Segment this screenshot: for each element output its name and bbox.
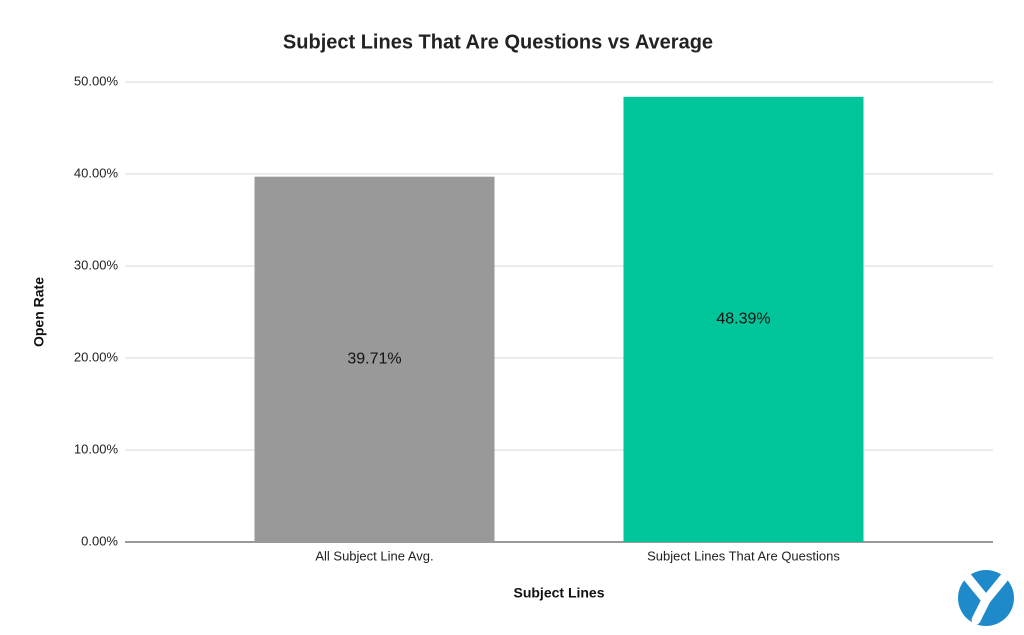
x-axis-title: Subject Lines	[513, 585, 604, 601]
bar	[623, 96, 864, 542]
y-tick-label: 0.00%	[81, 533, 118, 548]
y-tick-label: 50.00%	[74, 73, 119, 88]
y-tick-label: 30.00%	[74, 257, 119, 272]
bar	[254, 176, 495, 542]
data-label: 39.71%	[347, 351, 401, 368]
chart-title: Subject Lines That Are Questions vs Aver…	[283, 31, 713, 53]
x-tick-label: Subject Lines That Are Questions	[647, 548, 840, 563]
x-tick-label: All Subject Line Avg.	[315, 548, 433, 563]
y-tick-label: 10.00%	[74, 441, 119, 456]
data-label: 48.39%	[716, 311, 770, 328]
y-axis-title: Open Rate	[31, 277, 47, 347]
y-tick-label: 20.00%	[74, 349, 119, 364]
y-tick-label: 40.00%	[74, 165, 119, 180]
logo	[958, 570, 1014, 626]
